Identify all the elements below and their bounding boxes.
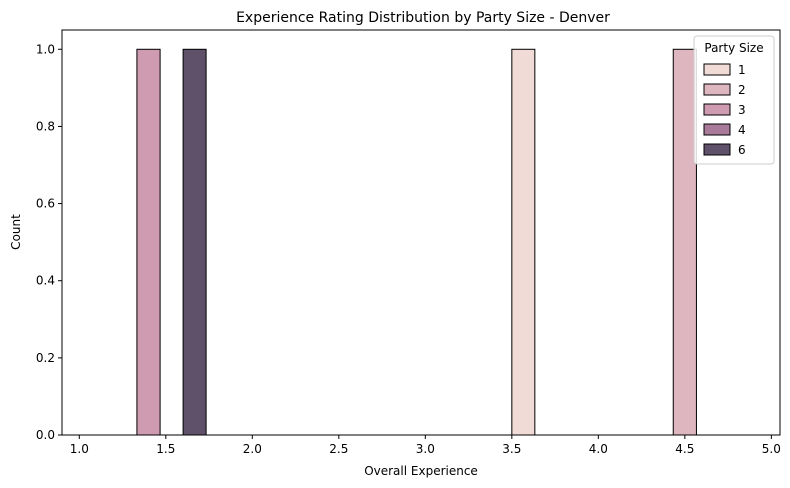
legend-swatch-3 bbox=[703, 103, 731, 116]
x-axis-title: Overall Experience bbox=[364, 464, 478, 478]
legend-label-2: 2 bbox=[738, 83, 746, 97]
bars-layer bbox=[136, 48, 697, 436]
bar-party-size-6-0 bbox=[182, 48, 207, 436]
legend-swatch-6 bbox=[703, 143, 731, 156]
legend-title: Party Size bbox=[704, 41, 763, 55]
chart-title: Experience Rating Distribution by Party … bbox=[236, 10, 610, 26]
legend: Party Size 1 2 3 4 6 bbox=[693, 35, 775, 165]
x-tick-label: 2.5 bbox=[329, 442, 348, 456]
x-tick-label: 1.0 bbox=[70, 442, 89, 456]
x-tick-label: 4.0 bbox=[589, 442, 608, 456]
x-tick-label: 2.0 bbox=[243, 442, 262, 456]
legend-label-4: 4 bbox=[738, 123, 746, 137]
y-tick-label: 0.8 bbox=[36, 119, 55, 133]
legend-label-6: 6 bbox=[738, 143, 746, 157]
bar-party-size-1-0 bbox=[511, 48, 536, 436]
y-tick-label: 0.2 bbox=[36, 351, 55, 365]
x-axis: 1.0 1.5 2.0 2.5 3.0 3.5 4.0 4.5 5.0 bbox=[70, 435, 781, 456]
y-tick-label: 1.0 bbox=[36, 42, 55, 56]
legend-swatch-1 bbox=[703, 63, 731, 76]
x-tick-label: 4.5 bbox=[675, 442, 694, 456]
y-tick-label: 0.6 bbox=[36, 197, 55, 211]
plot-frame bbox=[61, 29, 781, 436]
legend-label-3: 3 bbox=[738, 103, 746, 117]
x-tick-label: 3.5 bbox=[502, 442, 521, 456]
bar-party-size-2-0 bbox=[672, 48, 697, 436]
legend-swatch-4 bbox=[703, 123, 731, 136]
x-tick-label: 5.0 bbox=[762, 442, 781, 456]
y-axis: 0.0 0.2 0.4 0.6 0.8 1.0 bbox=[36, 42, 62, 442]
y-axis-title: Count bbox=[9, 214, 23, 250]
legend-label-1: 1 bbox=[738, 63, 746, 77]
y-tick-label: 0.0 bbox=[36, 428, 55, 442]
x-tick-label: 3.0 bbox=[416, 442, 435, 456]
legend-swatch-2 bbox=[703, 83, 731, 96]
x-tick-label: 1.5 bbox=[156, 442, 175, 456]
bar-party-size-3-0 bbox=[136, 48, 161, 436]
y-tick-label: 0.4 bbox=[36, 274, 55, 288]
